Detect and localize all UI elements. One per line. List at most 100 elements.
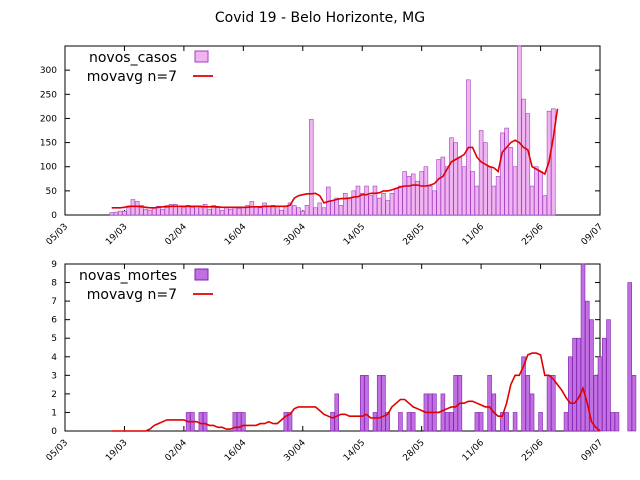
cases-bar xyxy=(402,171,407,216)
deaths-x-tick-label: 28/05 xyxy=(401,438,426,463)
deaths-bar xyxy=(631,375,637,432)
cases-bar xyxy=(393,188,399,216)
deaths-bar xyxy=(406,412,412,432)
cases-bar xyxy=(279,209,284,216)
cases-bar xyxy=(449,137,454,216)
cases-bar xyxy=(436,159,441,216)
cases-bar xyxy=(478,130,484,216)
deaths-y-tick-label: 6 xyxy=(51,316,57,326)
deaths-bar xyxy=(580,263,586,432)
cases-bar xyxy=(275,206,280,216)
cases-y-tick-label: 50 xyxy=(46,187,58,197)
cases-bar xyxy=(232,207,238,216)
cases-bar xyxy=(296,207,301,216)
deaths-bar xyxy=(202,412,208,432)
cases-bar xyxy=(258,207,263,216)
deaths-bar xyxy=(444,412,450,432)
deaths-y-tick-label: 0 xyxy=(51,427,57,437)
deaths-bar xyxy=(512,412,518,432)
cases-bar xyxy=(168,204,174,216)
deaths-x-tick-label: 11/06 xyxy=(461,438,487,464)
cases-bar xyxy=(338,205,344,216)
cases-y-tick-label: 250 xyxy=(40,90,57,100)
cases-bar xyxy=(321,207,327,216)
cases-bar xyxy=(194,206,199,216)
cases-bar xyxy=(266,206,272,216)
cases-bar xyxy=(491,185,497,216)
deaths-bar xyxy=(198,412,204,432)
cases-bar xyxy=(334,197,339,216)
cases-bar xyxy=(113,211,119,216)
deaths-y-tick-label: 7 xyxy=(51,297,57,307)
cases-bar xyxy=(427,185,433,216)
deaths-bar xyxy=(287,412,293,432)
deaths-x-tick-label: 09/07 xyxy=(580,438,605,463)
cases-y-tick-label: 100 xyxy=(40,163,57,173)
cases-bar xyxy=(432,190,437,216)
deaths-legend-label: novas_mortes xyxy=(79,268,177,284)
cases-bar xyxy=(304,205,310,216)
deaths-x-tick-label: 14/05 xyxy=(342,438,367,463)
cases-bar xyxy=(508,147,514,216)
cases-bar xyxy=(211,205,216,216)
cases-bar xyxy=(236,207,242,216)
cases-bar xyxy=(364,185,369,216)
deaths-bar xyxy=(359,375,365,432)
cases-x-tick-label: 28/05 xyxy=(401,222,426,247)
deaths-y-tick-label: 3 xyxy=(51,371,57,381)
cases-bar xyxy=(300,210,306,216)
cases-bar xyxy=(283,206,289,216)
cases-bar xyxy=(139,205,144,216)
deaths-bar xyxy=(410,412,416,432)
cases-bar xyxy=(317,202,323,216)
cases-x-tick-label: 02/04 xyxy=(164,222,190,248)
cases-bar xyxy=(381,192,386,216)
cases-x-tick-label: 11/06 xyxy=(461,222,487,248)
deaths-legend-label: movavg n=7 xyxy=(87,287,177,303)
deaths-bar xyxy=(232,412,238,432)
cases-bar xyxy=(228,208,233,216)
cases-bar xyxy=(406,176,412,216)
cases-bar xyxy=(474,185,480,216)
cases-bar xyxy=(355,185,361,216)
cases-bar xyxy=(342,192,348,216)
cases-bar xyxy=(126,207,131,216)
cases-x-tick-label: 14/05 xyxy=(342,222,367,247)
cases-bar xyxy=(164,205,170,216)
deaths-bar xyxy=(563,412,569,432)
cases-x-tick-label: 16/04 xyxy=(223,222,249,248)
cases-bar xyxy=(376,197,382,216)
cases-bar xyxy=(330,200,335,216)
deaths-bar xyxy=(568,356,573,432)
cases-y-tick-label: 0 xyxy=(51,211,57,221)
deaths-y-tick-label: 9 xyxy=(51,260,57,270)
cases-bar xyxy=(190,206,195,216)
cases-bar xyxy=(538,171,543,216)
deaths-bar xyxy=(334,393,339,432)
cases-bar xyxy=(351,190,356,216)
chart-title: Covid 19 - Belo Horizonte, MG xyxy=(215,10,425,26)
deaths-x-tick-label: 05/03 xyxy=(45,438,70,463)
cases-bar xyxy=(270,205,276,216)
cases-bar xyxy=(504,127,509,216)
cases-bar xyxy=(440,156,446,216)
cases-bar xyxy=(368,195,373,216)
cases-bar xyxy=(109,212,114,216)
cases-plot: 0 50 100 150 200 250 300 05/03 19/03 02/04 16/04 30… xyxy=(40,45,605,248)
cases-bar xyxy=(551,108,556,216)
deaths-bar xyxy=(538,412,543,432)
cases-bar xyxy=(423,166,429,216)
deaths-x-tick-label: 30/04 xyxy=(282,438,308,464)
cases-bar xyxy=(160,208,165,216)
cases-bar xyxy=(525,113,531,216)
cases-x-tick-label: 05/03 xyxy=(45,222,70,247)
cases-bar xyxy=(372,185,378,216)
deaths-bar xyxy=(551,375,556,432)
cases-legend-label: movavg n=7 xyxy=(87,69,177,85)
deaths-bar xyxy=(606,319,611,432)
deaths-bar xyxy=(500,412,505,432)
deaths-y-tick-label: 2 xyxy=(51,390,57,400)
cases-bar xyxy=(517,45,522,216)
cases-y-tick-label: 200 xyxy=(40,114,57,124)
deaths-bar xyxy=(529,393,535,432)
